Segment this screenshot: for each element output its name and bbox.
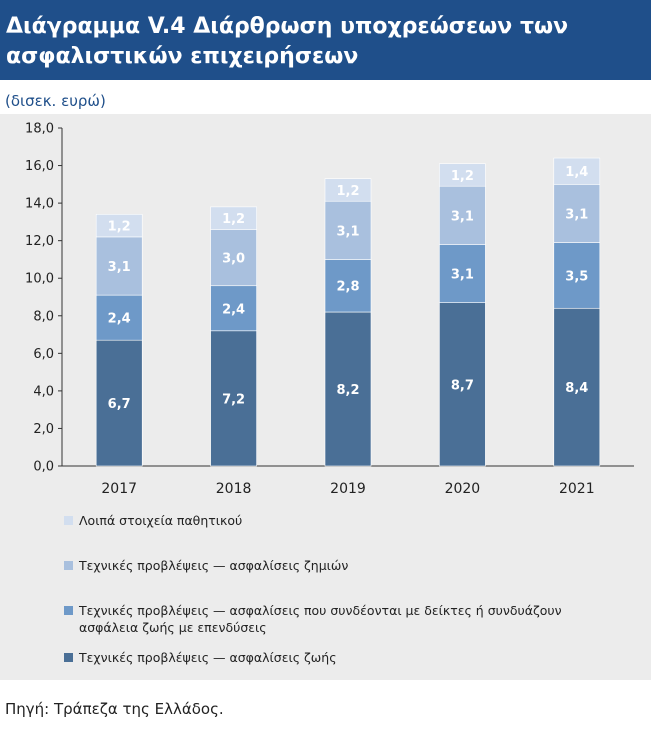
bar-data-label: 2,4 bbox=[108, 312, 131, 327]
bar-segment bbox=[324, 178, 372, 202]
bar-segment bbox=[553, 184, 601, 243]
y-tick-label: 2,0 bbox=[33, 422, 54, 437]
x-tick-label: 2017 bbox=[101, 481, 137, 497]
bar-data-label: 6,7 bbox=[108, 397, 131, 412]
bar-segment bbox=[95, 294, 143, 341]
chart-title-line-1: Διάγραμμα V.4 Διάρθρωση υποχρεώσεων των bbox=[6, 14, 569, 39]
bar-data-label: 3,1 bbox=[108, 260, 131, 275]
bar-data-label: 1,2 bbox=[451, 169, 474, 184]
bar-segment bbox=[95, 236, 143, 296]
legend-item-other-liabilities: Λοιπά στοιχεία παθητικού bbox=[64, 512, 242, 529]
legend-swatch-other-liabilities bbox=[64, 516, 73, 525]
y-tick-label: 16,0 bbox=[25, 159, 54, 174]
x-tick-label: 2018 bbox=[216, 481, 252, 497]
bar-data-label: 7,2 bbox=[222, 392, 245, 407]
chart-title-bar: Διάγραμμα V.4 Διάρθρωση υποχρεώσεων των … bbox=[0, 0, 651, 80]
unit-label: (δισεκ. ευρώ) bbox=[5, 92, 106, 110]
bar-data-label: 2,8 bbox=[336, 280, 359, 295]
bar-segment bbox=[439, 185, 486, 245]
bar-segment bbox=[210, 229, 257, 287]
bar-segment bbox=[553, 242, 601, 309]
bar-data-label: 2,4 bbox=[222, 302, 245, 317]
bar-segment bbox=[553, 307, 601, 467]
bar-data-label: 1,2 bbox=[108, 220, 131, 235]
legend-label-non-life: Τεχνικές προβλέψεις — ασφαλίσεις ζημιών bbox=[79, 558, 349, 573]
legend-label-life: Τεχνικές προβλέψεις — ασφαλίσεις ζωής bbox=[79, 650, 337, 665]
x-tick-label: 2020 bbox=[445, 481, 481, 497]
bar-data-label: 8,4 bbox=[565, 381, 588, 396]
bar-data-label: 3,0 bbox=[222, 252, 245, 267]
y-tick-label: 14,0 bbox=[25, 197, 54, 212]
bar-data-label: 3,1 bbox=[451, 268, 474, 283]
bar-segment bbox=[95, 339, 143, 467]
bar-segment bbox=[95, 214, 143, 238]
y-tick-label: 12,0 bbox=[25, 234, 54, 249]
y-tick-label: 6,0 bbox=[33, 347, 54, 362]
bar-data-label: 8,2 bbox=[336, 383, 359, 398]
legend-label-linked: Τεχνικές προβλέψεις — ασφαλίσεις που συν… bbox=[79, 603, 562, 635]
bar-data-label: 3,1 bbox=[336, 224, 359, 239]
legend-swatch-non-life bbox=[64, 561, 73, 570]
legend-swatch-linked bbox=[64, 606, 73, 615]
bar-segment bbox=[324, 259, 372, 313]
source-note: Πηγή: Τράπεζα της Ελλάδος. bbox=[5, 700, 224, 718]
bar-segment bbox=[439, 163, 486, 187]
y-tick-label: 10,0 bbox=[25, 272, 54, 287]
x-tick-label: 2019 bbox=[330, 481, 366, 497]
bar-data-label: 3,1 bbox=[451, 209, 474, 224]
bar-data-label: 1,2 bbox=[336, 184, 359, 199]
bar-data-label: 1,4 bbox=[565, 165, 588, 180]
legend-item-non-life: Τεχνικές προβλέψεις — ασφαλίσεις ζημιών bbox=[64, 557, 348, 574]
bar-segment bbox=[324, 200, 372, 260]
legend-item-life: Τεχνικές προβλέψεις — ασφαλίσεις ζωής bbox=[64, 649, 337, 666]
y-tick-label: 18,0 bbox=[25, 122, 54, 137]
bar-segment bbox=[553, 157, 601, 185]
bar-data-label: 8,7 bbox=[451, 378, 474, 393]
x-tick-label: 2021 bbox=[559, 481, 595, 497]
y-tick-label: 8,0 bbox=[33, 309, 54, 324]
legend-item-linked: Τεχνικές προβλέψεις — ασφαλίσεις που συν… bbox=[64, 602, 574, 636]
legend-label-other-liabilities: Λοιπά στοιχεία παθητικού bbox=[79, 513, 243, 528]
bar-data-label: 1,2 bbox=[222, 212, 245, 227]
chart-title-line-2: ασφαλιστικών επιχειρήσεων bbox=[6, 44, 359, 69]
bar-data-label: 3,5 bbox=[565, 269, 588, 284]
stacked-bar-chart: 0,0 2,0 4,0 6,0 8,0 10,0 12,0 14,0 16,0 18,0 6,7 2,… bbox=[25, 122, 634, 497]
bar-data-label: 3,1 bbox=[565, 207, 588, 222]
y-tick-label: 4,0 bbox=[33, 384, 54, 399]
legend-swatch-life bbox=[64, 653, 73, 662]
bar-segment bbox=[210, 206, 257, 230]
bar-segment bbox=[324, 311, 372, 467]
bar-segment bbox=[210, 285, 257, 332]
bar-segment bbox=[210, 330, 257, 467]
y-tick-label: 0,0 bbox=[33, 460, 54, 475]
bar-segment bbox=[439, 302, 486, 467]
